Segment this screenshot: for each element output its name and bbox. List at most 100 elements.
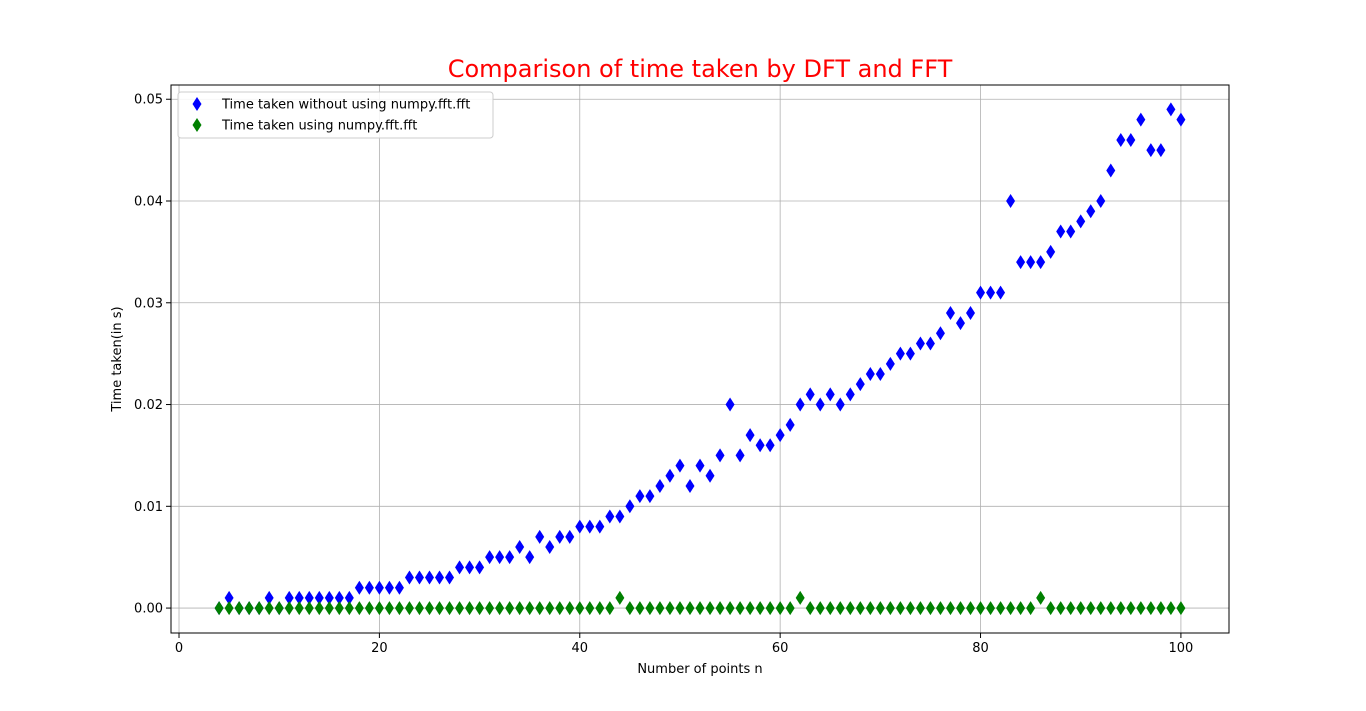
x-axis-label: Number of points n xyxy=(637,662,762,677)
data-point xyxy=(294,590,304,605)
data-point xyxy=(1026,255,1036,270)
data-point xyxy=(825,387,835,402)
data-point xyxy=(1006,194,1016,209)
data-point xyxy=(1166,601,1176,616)
data-point xyxy=(1006,601,1016,616)
data-point xyxy=(805,601,815,616)
data-point xyxy=(394,580,404,595)
data-point xyxy=(465,560,475,575)
data-point xyxy=(635,601,645,616)
data-point xyxy=(915,336,925,351)
data-point xyxy=(314,601,324,616)
data-point xyxy=(835,397,845,412)
data-point xyxy=(274,601,284,616)
data-point xyxy=(1056,224,1066,239)
data-point xyxy=(675,601,685,616)
data-point xyxy=(214,601,224,616)
data-point xyxy=(795,397,805,412)
data-point xyxy=(585,519,595,534)
data-point xyxy=(865,601,875,616)
data-point xyxy=(525,601,535,616)
data-point xyxy=(264,590,274,605)
data-point xyxy=(645,489,655,504)
data-point xyxy=(955,316,965,331)
data-point xyxy=(1016,601,1026,616)
data-point xyxy=(615,509,625,524)
data-point xyxy=(755,601,765,616)
x-tick-label: 80 xyxy=(972,641,989,656)
data-point xyxy=(1046,601,1056,616)
data-point xyxy=(915,601,925,616)
data-point xyxy=(495,550,505,565)
data-point xyxy=(775,428,785,443)
data-point xyxy=(945,601,955,616)
data-point xyxy=(1176,601,1186,616)
x-tick-label: 100 xyxy=(1168,641,1193,656)
x-tick-label: 40 xyxy=(571,641,588,656)
data-point xyxy=(575,519,585,534)
data-point xyxy=(324,601,334,616)
data-point xyxy=(895,601,905,616)
data-point xyxy=(234,601,244,616)
data-point xyxy=(1066,601,1076,616)
data-point xyxy=(1076,214,1086,229)
data-point xyxy=(735,601,745,616)
data-point xyxy=(1136,112,1146,127)
chart-title: Comparison of time taken by DFT and FFT xyxy=(448,55,953,83)
data-point xyxy=(725,397,735,412)
data-point xyxy=(364,580,374,595)
data-point xyxy=(354,601,364,616)
data-point xyxy=(505,601,515,616)
data-point xyxy=(665,601,675,616)
data-point xyxy=(384,601,394,616)
data-point xyxy=(1036,590,1046,605)
series-dft xyxy=(214,102,1186,616)
data-point xyxy=(945,305,955,320)
data-point xyxy=(605,509,615,524)
data-point xyxy=(565,601,575,616)
data-point xyxy=(925,601,935,616)
data-point xyxy=(845,387,855,402)
data-point xyxy=(1096,194,1106,209)
data-point xyxy=(976,285,986,300)
data-point xyxy=(935,326,945,341)
data-point xyxy=(424,601,434,616)
data-point xyxy=(615,590,625,605)
data-point xyxy=(996,285,1006,300)
data-point xyxy=(996,601,1006,616)
data-point xyxy=(855,601,865,616)
data-point xyxy=(885,356,895,371)
data-point xyxy=(525,550,535,565)
legend: Time taken without using numpy.fft.fft T… xyxy=(177,91,494,139)
data-point xyxy=(815,601,825,616)
data-point xyxy=(334,601,344,616)
data-point xyxy=(765,438,775,453)
data-point xyxy=(394,601,404,616)
data-point xyxy=(244,601,254,616)
data-point xyxy=(715,601,725,616)
data-point xyxy=(805,387,815,402)
data-point xyxy=(1166,102,1176,117)
data-point xyxy=(284,590,294,605)
data-point xyxy=(966,601,976,616)
data-point xyxy=(1106,163,1116,178)
data-point xyxy=(334,590,344,605)
data-point xyxy=(745,428,755,443)
data-point xyxy=(1066,224,1076,239)
data-point xyxy=(304,601,314,616)
data-point xyxy=(535,601,545,616)
data-point xyxy=(374,601,384,616)
legend-marker-dft xyxy=(192,97,202,111)
data-point xyxy=(565,529,575,544)
data-point xyxy=(835,601,845,616)
data-point xyxy=(445,601,455,616)
data-point xyxy=(354,580,364,595)
data-point xyxy=(925,336,935,351)
data-point xyxy=(414,601,424,616)
data-point xyxy=(675,458,685,473)
data-point xyxy=(785,417,795,432)
data-point xyxy=(515,601,525,616)
data-point xyxy=(595,519,605,534)
data-point xyxy=(665,468,675,483)
data-point xyxy=(424,570,434,585)
